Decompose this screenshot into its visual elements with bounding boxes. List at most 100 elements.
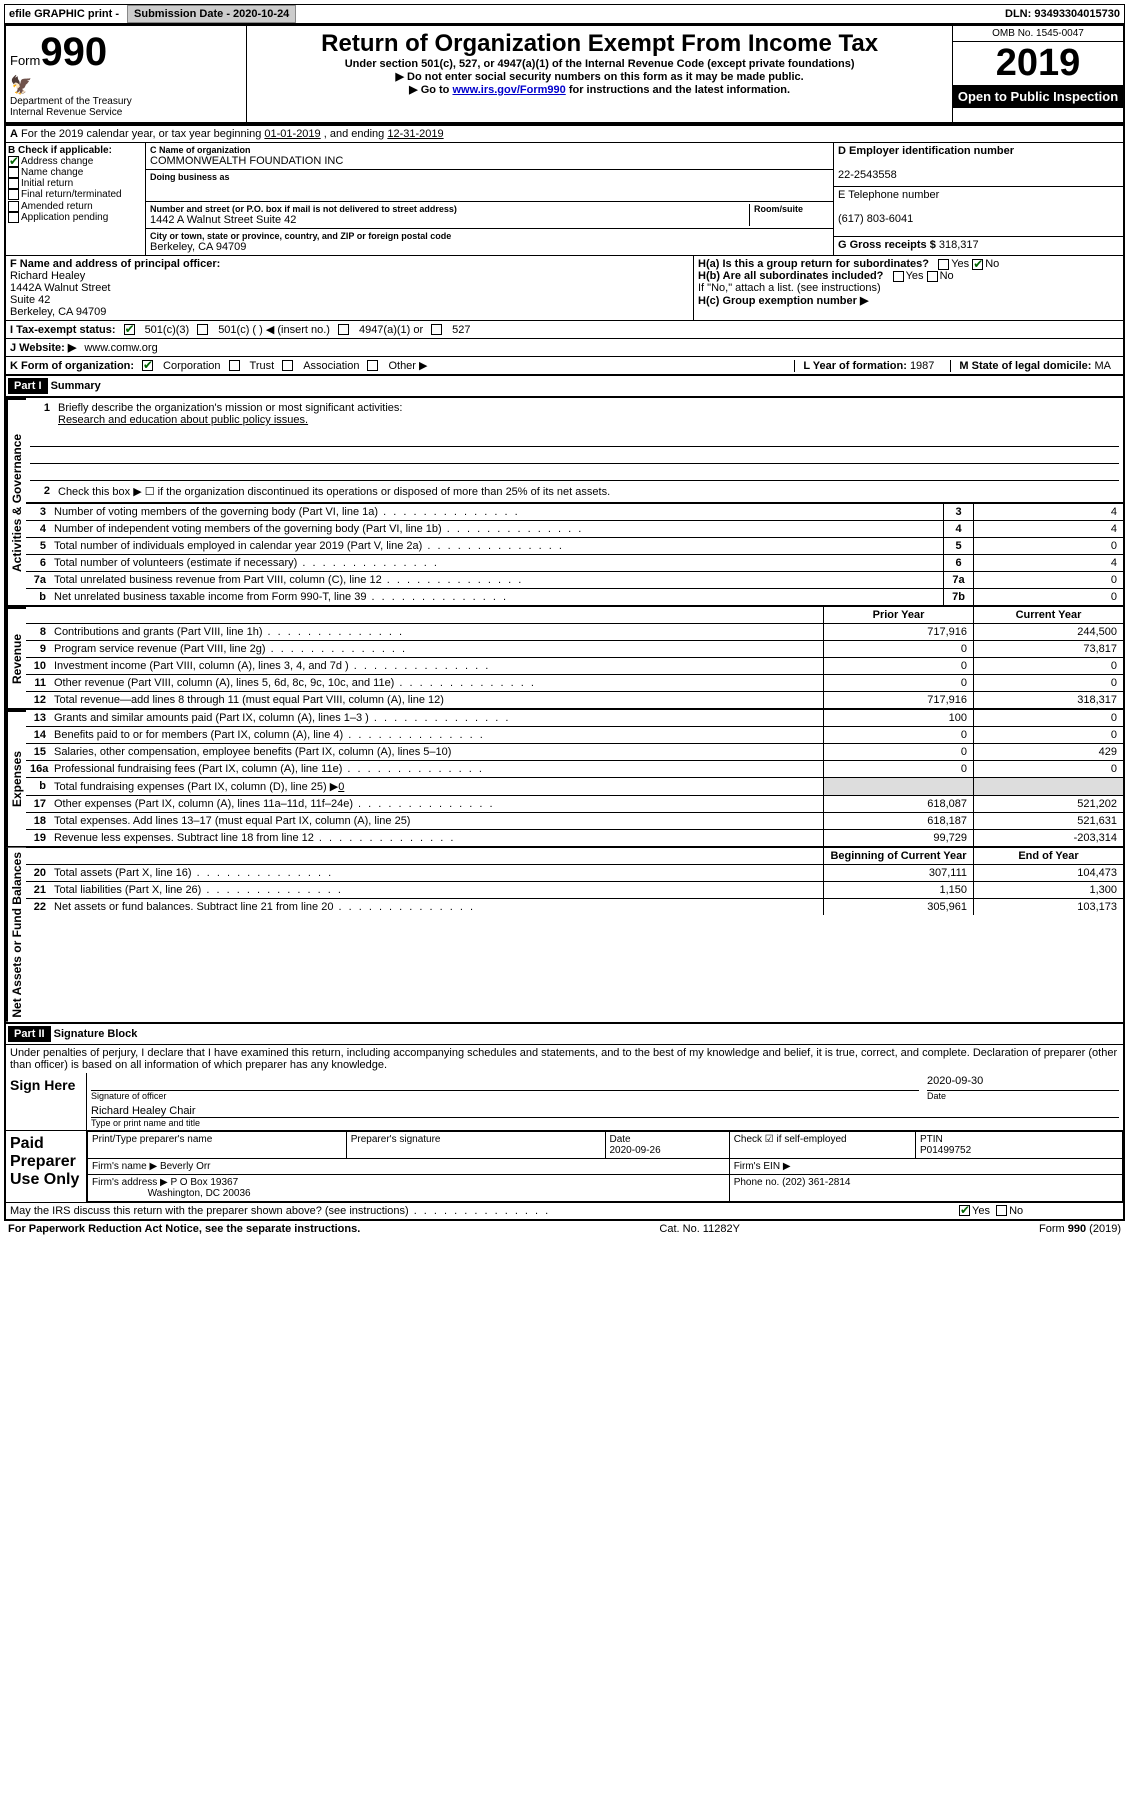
- subtitle-2: ▶ Do not enter social security numbers o…: [251, 70, 948, 83]
- chk-amended[interactable]: [8, 201, 19, 212]
- i-501c[interactable]: [197, 324, 208, 335]
- gross-box: G Gross receipts $ 318,317: [834, 237, 1123, 253]
- ein-box: D Employer identification number 22-2543…: [834, 143, 1123, 187]
- lbl-app-pending: Application pending: [21, 212, 108, 223]
- city-val: Berkeley, CA 94709: [150, 241, 829, 253]
- current-hdr: Current Year: [973, 607, 1123, 623]
- l-val: 1987: [910, 360, 934, 372]
- f-addr2: Suite 42: [10, 294, 50, 306]
- hc-row: H(c) Group exemption number ▶: [698, 294, 1119, 307]
- k-corp[interactable]: [142, 360, 153, 371]
- part1-title: Summary: [51, 380, 101, 392]
- f-name: Richard Healey: [10, 270, 85, 282]
- i-527[interactable]: [431, 324, 442, 335]
- form-word: Form: [10, 53, 40, 68]
- c15: 429: [973, 744, 1123, 760]
- i-o4: 527: [452, 324, 470, 336]
- period-end: 12-31-2019: [387, 128, 443, 140]
- chk-addr-change[interactable]: [8, 156, 19, 167]
- row-i: I Tax-exempt status: 501(c)(3) 501(c) ( …: [6, 320, 1123, 338]
- prior-hdr: Prior Year: [823, 607, 973, 623]
- line1-row: 1 Briefly describe the organization's mi…: [26, 398, 1123, 430]
- header-left: Form990 🦅 Department of the Treasury Int…: [6, 26, 246, 122]
- city-lbl: City or town, state or province, country…: [150, 231, 829, 241]
- org-name-box: C Name of organization COMMONWEALTH FOUN…: [146, 143, 833, 170]
- chk-app-pending[interactable]: [8, 212, 19, 223]
- v7b: 0: [973, 589, 1123, 605]
- no-lbl: No: [1009, 1205, 1023, 1217]
- irs-link[interactable]: www.irs.gov/Form990: [452, 84, 565, 96]
- l12: Total revenue—add lines 8 through 11 (mu…: [50, 692, 823, 708]
- col-b: B Check if applicable: Address change Na…: [6, 143, 146, 255]
- part1-hdr-row: Part I Summary: [6, 376, 1123, 398]
- v3: 4: [973, 504, 1123, 520]
- f-addr1: 1442A Walnut Street: [10, 282, 111, 294]
- form-header: Form990 🦅 Department of the Treasury Int…: [4, 24, 1125, 124]
- row-j: J Website: ▶ www.comw.org: [6, 338, 1123, 356]
- period-begin: 01-01-2019: [264, 128, 320, 140]
- prep-date-lbl: Date: [610, 1134, 631, 1145]
- sig-name-title: Richard Healey Chair: [91, 1105, 1119, 1118]
- l16b-pre: Total fundraising expenses (Part IX, col…: [54, 781, 338, 793]
- line7b-row: bNet unrelated business taxable income f…: [26, 588, 1123, 605]
- ptin: P01499752: [920, 1145, 971, 1156]
- hb-row: H(b) Are all subordinates included? Yes …: [698, 270, 1119, 282]
- p9: 0: [823, 641, 973, 657]
- ha-no[interactable]: [972, 259, 983, 270]
- k-trust[interactable]: [229, 360, 240, 371]
- l1: Briefly describe the organization's miss…: [58, 402, 402, 414]
- street-val: 1442 A Walnut Street Suite 42: [150, 214, 749, 226]
- org-name-lbl: C Name of organization: [150, 145, 829, 155]
- hb-yes[interactable]: [893, 271, 904, 282]
- col-gh: H(a) Is this a group return for subordin…: [693, 256, 1123, 320]
- ha-yes[interactable]: [938, 259, 949, 270]
- gross-val: 318,317: [939, 239, 979, 251]
- tax-period-row: A For the 2019 calendar year, or tax yea…: [6, 126, 1123, 143]
- street-lbl: Number and street (or P.O. box if mail i…: [150, 204, 749, 214]
- l7a: Total unrelated business revenue from Pa…: [50, 572, 943, 588]
- line4-row: 4Number of independent voting members of…: [26, 520, 1123, 537]
- fgh-row: F Name and address of principal officer:…: [6, 255, 1123, 320]
- hb-note: If "No," attach a list. (see instruction…: [698, 282, 1119, 294]
- p13: 100: [823, 710, 973, 726]
- subtitle-3: ▶ Go to www.irs.gov/Form990 for instruct…: [251, 83, 948, 96]
- i-4947[interactable]: [338, 324, 349, 335]
- k-other-lbl: Other ▶: [388, 359, 427, 372]
- col-f: F Name and address of principal officer:…: [6, 256, 693, 320]
- l14: Benefits paid to or for members (Part IX…: [50, 727, 823, 743]
- discuss-no[interactable]: [996, 1205, 1007, 1216]
- k-corp-lbl: Corporation: [163, 360, 220, 372]
- end-hdr: End of Year: [973, 848, 1123, 864]
- line3-row: 3Number of voting members of the governi…: [26, 503, 1123, 520]
- sign-here-row: Sign Here Signature of officer 2020-09-3…: [6, 1073, 1123, 1131]
- lbl-addr-change: Address change: [21, 156, 93, 167]
- v7a: 0: [973, 572, 1123, 588]
- form-footer: Form 990 (2019): [1039, 1223, 1121, 1235]
- phone-val: (617) 803-6041: [838, 213, 913, 225]
- p17: 618,087: [823, 796, 973, 812]
- firm-ein-lbl: Firm's EIN ▶: [734, 1161, 791, 1172]
- c18: 521,631: [973, 813, 1123, 829]
- l13: Grants and similar amounts paid (Part IX…: [50, 710, 823, 726]
- prep-date: 2020-09-26: [610, 1145, 661, 1156]
- sub3-pre: ▶ Go to: [409, 84, 452, 96]
- chk-name-change[interactable]: [8, 167, 19, 178]
- penalty-text: Under penalties of perjury, I declare th…: [6, 1045, 1123, 1073]
- hb-no[interactable]: [927, 271, 938, 282]
- k-assoc[interactable]: [282, 360, 293, 371]
- discuss-yes[interactable]: [959, 1205, 970, 1216]
- p12: 717,916: [823, 692, 973, 708]
- submission-date-btn[interactable]: Submission Date - 2020-10-24: [127, 5, 296, 23]
- l10: Investment income (Part VIII, column (A)…: [50, 658, 823, 674]
- i-501c3[interactable]: [124, 324, 135, 335]
- p14: 0: [823, 727, 973, 743]
- c14: 0: [973, 727, 1123, 743]
- m-lbl: M State of legal domicile:: [959, 360, 1094, 372]
- k-other[interactable]: [367, 360, 378, 371]
- line2-row: 2 Check this box ▶ ☐ if the organization…: [26, 481, 1123, 503]
- ha-row: H(a) Is this a group return for subordin…: [698, 258, 1119, 270]
- chk-initial[interactable]: [8, 178, 19, 189]
- firm-addr1: P O Box 19367: [171, 1177, 239, 1188]
- discuss-text: May the IRS discuss this return with the…: [10, 1205, 959, 1217]
- chk-final[interactable]: [8, 189, 19, 200]
